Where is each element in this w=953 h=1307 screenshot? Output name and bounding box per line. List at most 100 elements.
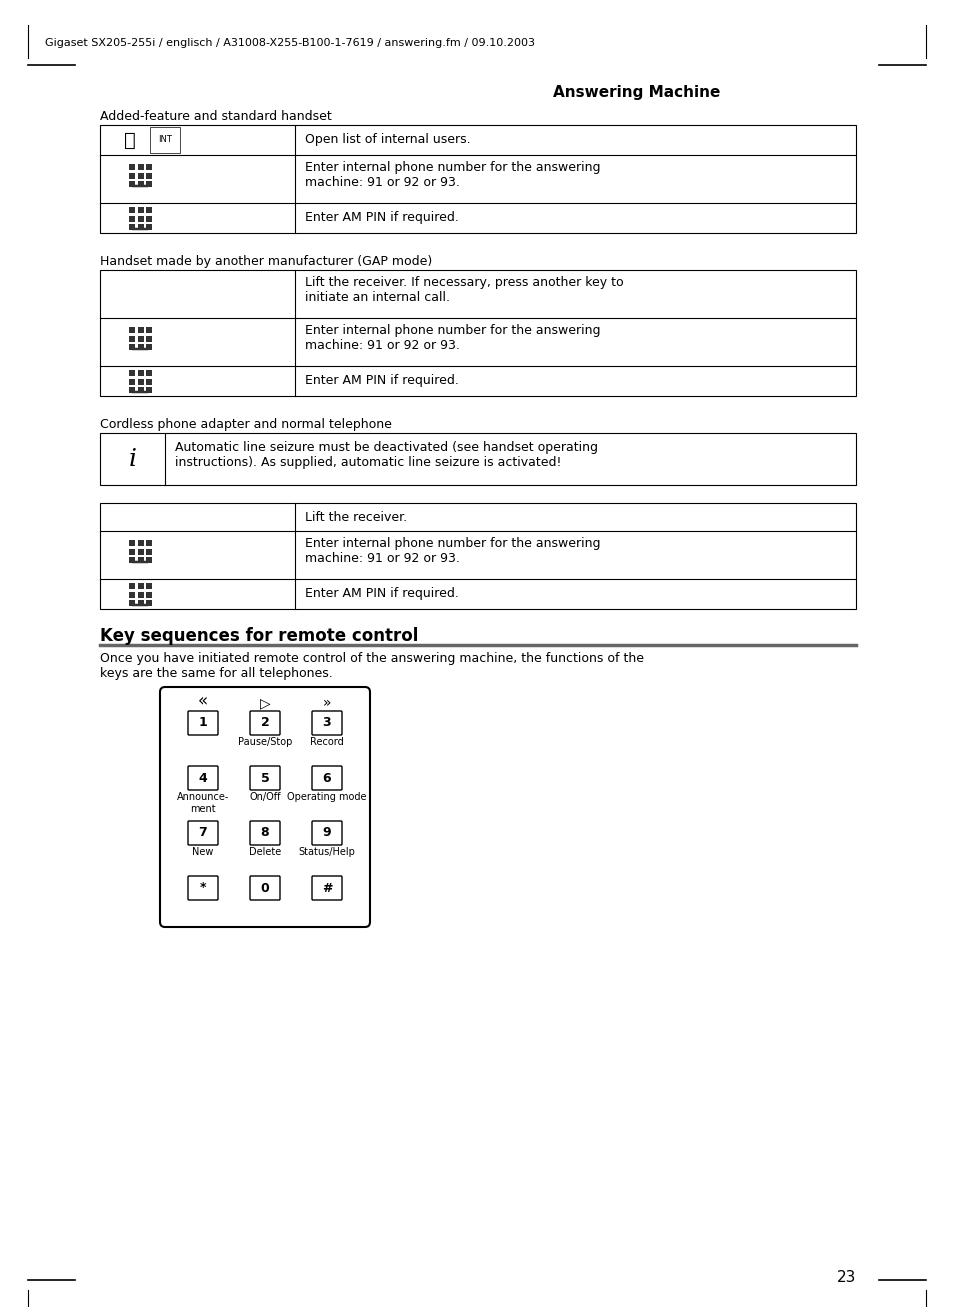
Bar — [137, 223, 144, 230]
Text: 1: 1 — [198, 716, 207, 729]
Text: Cordless phone adapter and normal telephone: Cordless phone adapter and normal teleph… — [100, 418, 392, 431]
Text: 🎧: 🎧 — [124, 131, 135, 149]
Text: Enter AM PIN if required.: Enter AM PIN if required. — [305, 374, 458, 387]
Text: Key sequences for remote control: Key sequences for remote control — [100, 627, 418, 644]
Bar — [129, 583, 135, 589]
Bar — [129, 592, 135, 597]
Bar — [100, 271, 855, 396]
Text: Enter internal phone number for the answering
machine: 91 or 92 or 93.: Enter internal phone number for the answ… — [305, 324, 599, 352]
FancyBboxPatch shape — [250, 766, 280, 789]
Bar — [129, 557, 135, 563]
Bar — [137, 387, 144, 393]
Bar — [129, 344, 135, 350]
Text: 5: 5 — [260, 771, 269, 784]
Text: 2: 2 — [260, 716, 269, 729]
Bar — [146, 592, 152, 597]
Text: 9: 9 — [322, 826, 331, 839]
Bar — [129, 173, 135, 179]
Bar — [137, 583, 144, 589]
Text: Lift the receiver. If necessary, press another key to
initiate an internal call.: Lift the receiver. If necessary, press a… — [305, 276, 623, 305]
Text: «: « — [197, 691, 208, 710]
Text: On/Off: On/Off — [249, 792, 280, 802]
FancyBboxPatch shape — [188, 821, 218, 846]
Text: 3: 3 — [322, 716, 331, 729]
Text: 8: 8 — [260, 826, 269, 839]
Bar — [129, 165, 135, 170]
Bar — [146, 336, 152, 341]
Bar — [137, 216, 144, 222]
FancyBboxPatch shape — [250, 711, 280, 735]
Text: ▷: ▷ — [259, 697, 270, 710]
FancyBboxPatch shape — [312, 711, 341, 735]
Bar — [137, 327, 144, 333]
Bar — [129, 216, 135, 222]
Bar — [146, 557, 152, 563]
FancyBboxPatch shape — [188, 876, 218, 901]
FancyBboxPatch shape — [160, 687, 370, 927]
Bar — [137, 208, 144, 213]
Bar — [129, 223, 135, 230]
Text: New: New — [193, 847, 213, 857]
Text: Once you have initiated remote control of the answering machine, the functions o: Once you have initiated remote control o… — [100, 652, 643, 680]
Text: Automatic line seizure must be deactivated (see handset operating
instructions).: Automatic line seizure must be deactivat… — [174, 440, 598, 469]
Text: Enter internal phone number for the answering
machine: 91 or 92 or 93.: Enter internal phone number for the answ… — [305, 537, 599, 565]
Bar — [137, 344, 144, 350]
Bar — [129, 327, 135, 333]
FancyBboxPatch shape — [250, 876, 280, 901]
Bar — [100, 503, 855, 609]
Text: Answering Machine: Answering Machine — [552, 85, 720, 101]
Text: Lift the receiver.: Lift the receiver. — [305, 511, 407, 524]
Text: Added-feature and standard handset: Added-feature and standard handset — [100, 110, 332, 123]
Bar — [137, 557, 144, 563]
Bar — [137, 379, 144, 384]
Bar — [146, 223, 152, 230]
FancyBboxPatch shape — [312, 821, 341, 846]
Text: Handset made by another manufacturer (GAP mode): Handset made by another manufacturer (GA… — [100, 255, 432, 268]
Text: 7: 7 — [198, 826, 207, 839]
Bar — [129, 549, 135, 554]
Bar — [146, 600, 152, 606]
Text: Announce-
ment: Announce- ment — [176, 792, 229, 813]
Text: 0: 0 — [260, 881, 269, 894]
Bar — [146, 165, 152, 170]
FancyBboxPatch shape — [312, 766, 341, 789]
Bar — [146, 344, 152, 350]
Bar — [137, 336, 144, 341]
Bar — [146, 327, 152, 333]
Text: Enter AM PIN if required.: Enter AM PIN if required. — [305, 587, 458, 600]
Bar — [129, 379, 135, 384]
Text: 23: 23 — [836, 1270, 855, 1285]
Bar — [146, 208, 152, 213]
Bar — [146, 180, 152, 187]
Bar — [137, 549, 144, 554]
Bar — [146, 387, 152, 393]
Bar — [146, 173, 152, 179]
Bar — [129, 370, 135, 376]
Bar — [137, 370, 144, 376]
Bar — [146, 583, 152, 589]
Bar — [137, 600, 144, 606]
Text: Gigaset SX205-255i / englisch / A31008-X255-B100-1-7619 / answering.fm / 09.10.2: Gigaset SX205-255i / englisch / A31008-X… — [45, 38, 535, 48]
Bar — [129, 208, 135, 213]
Text: »: » — [322, 697, 331, 710]
FancyBboxPatch shape — [312, 876, 341, 901]
Text: 4: 4 — [198, 771, 207, 784]
Bar — [137, 180, 144, 187]
Bar — [137, 540, 144, 546]
Text: Pause/Stop: Pause/Stop — [237, 737, 292, 748]
FancyBboxPatch shape — [188, 766, 218, 789]
Text: Status/Help: Status/Help — [298, 847, 355, 857]
Bar — [137, 173, 144, 179]
Bar — [137, 592, 144, 597]
Text: Enter AM PIN if required.: Enter AM PIN if required. — [305, 210, 458, 223]
Text: *: * — [199, 881, 206, 894]
FancyBboxPatch shape — [250, 821, 280, 846]
Bar — [129, 387, 135, 393]
Bar — [137, 165, 144, 170]
Bar — [146, 549, 152, 554]
Bar — [129, 600, 135, 606]
Text: INT: INT — [158, 136, 172, 145]
Bar — [100, 433, 855, 485]
Text: Open list of internal users.: Open list of internal users. — [305, 133, 470, 146]
Bar — [129, 180, 135, 187]
